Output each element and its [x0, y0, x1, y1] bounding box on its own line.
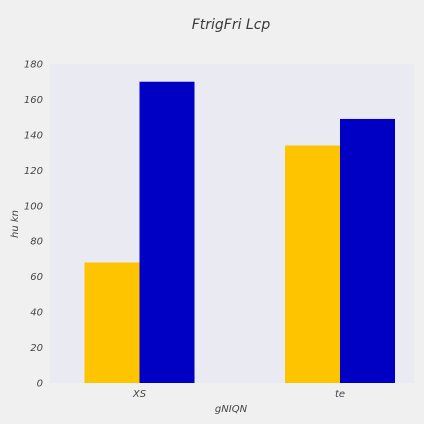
chart-title: FtrigFri Lcp	[192, 17, 271, 33]
x-axis-ticks: XS te	[132, 389, 345, 400]
y-tick-label: 120	[24, 166, 43, 177]
bar-series-1-XS	[84, 262, 140, 383]
x-tick-label: XS	[132, 389, 147, 400]
bar-series-2-XS	[139, 81, 195, 383]
y-tick-label: 100	[24, 201, 43, 212]
bar-series-2-te	[340, 118, 395, 383]
y-tick-label: 80	[30, 237, 43, 248]
x-axis-label: gNIQN	[215, 404, 248, 415]
bars-group	[84, 81, 395, 383]
y-tick-label: 180	[24, 60, 43, 71]
y-tick-label: 60	[30, 272, 43, 283]
x-tick-label: te	[335, 389, 345, 400]
y-axis-ticks: 0 20 40 60 80 100 120 140 160 180	[24, 60, 43, 390]
y-tick-label: 40	[30, 308, 43, 319]
bar-series-1-te	[285, 145, 340, 383]
y-tick-label: 20	[30, 343, 43, 354]
y-tick-label: 160	[24, 95, 43, 106]
y-axis-label: hu kn	[10, 210, 21, 238]
y-tick-label: 0	[37, 379, 43, 390]
y-tick-label: 140	[24, 130, 43, 141]
